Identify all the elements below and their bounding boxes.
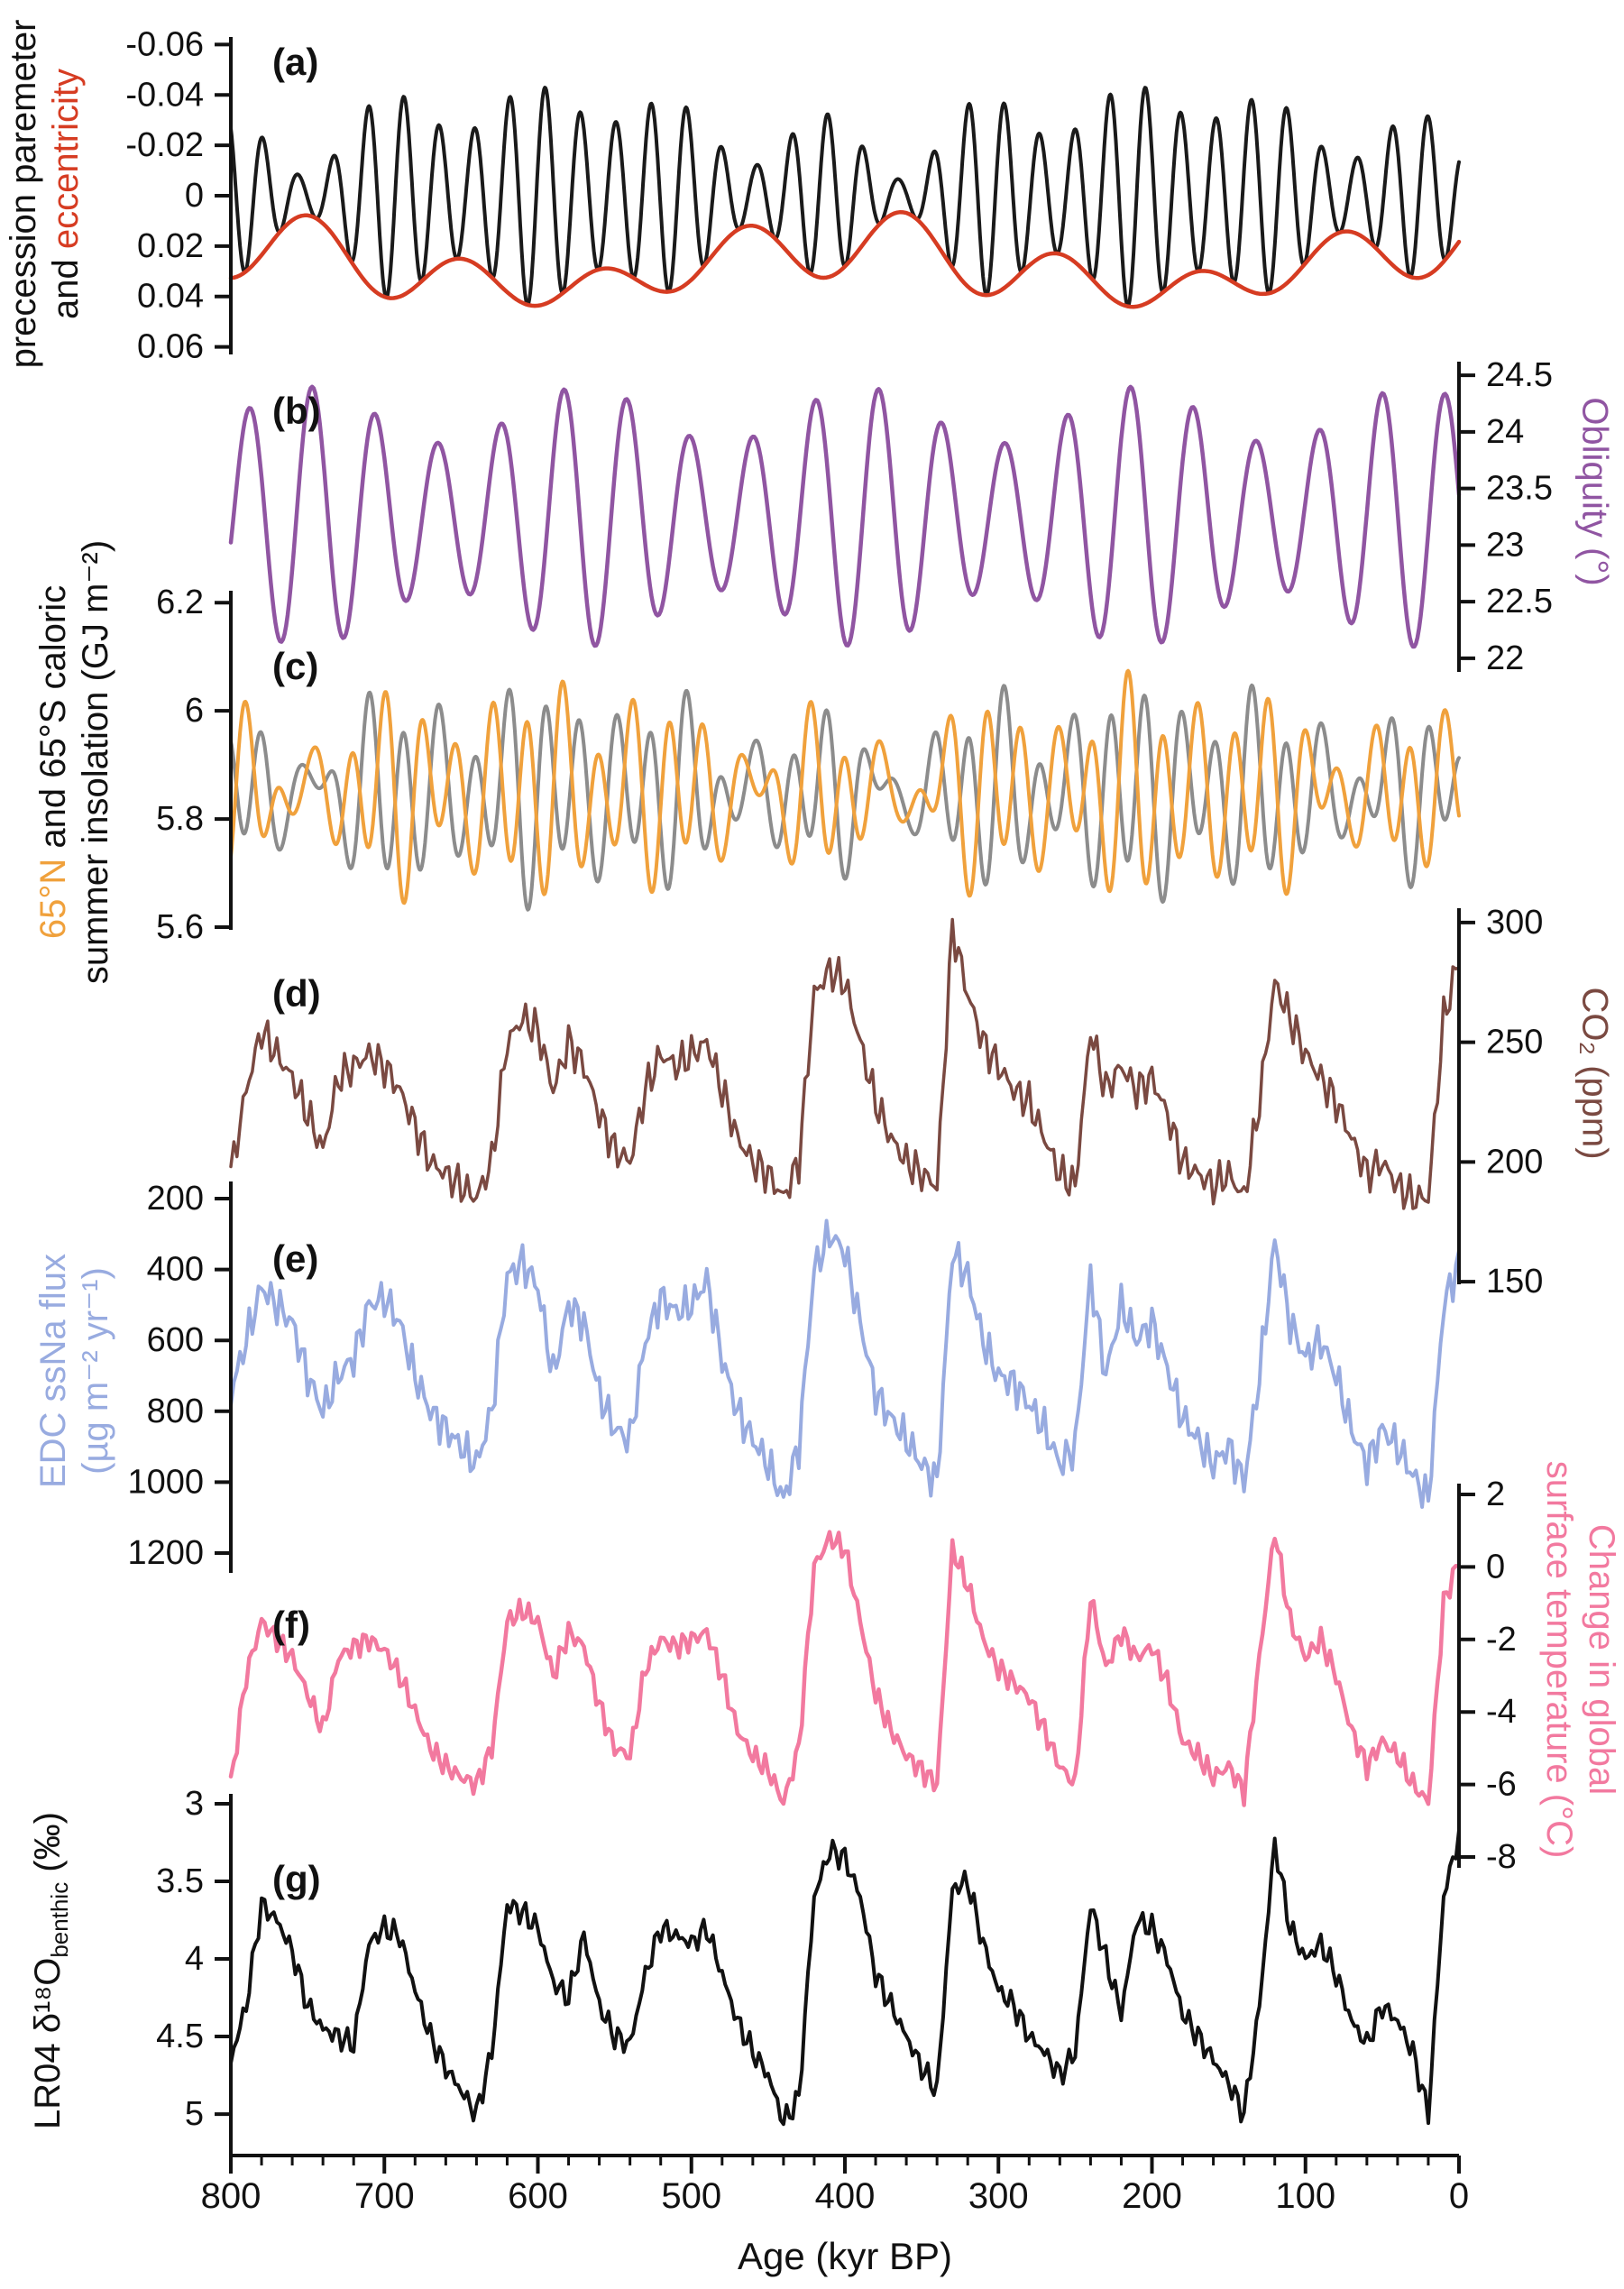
x-axis-tick-label: 600 bbox=[508, 2176, 568, 2216]
axis-label-co2: CO₂ (ppm) bbox=[1574, 987, 1615, 1160]
axis-label-insolation-line2: summer insolation (GJ m⁻²) bbox=[76, 539, 115, 985]
axis-label-65s-text: and 65°S caloric bbox=[32, 584, 73, 859]
panel-d-tick-label: 250 bbox=[1486, 1024, 1543, 1062]
panel-b-tick-label: 23 bbox=[1486, 526, 1524, 564]
x-axis-tick-label: 200 bbox=[1122, 2176, 1182, 2216]
panel-e-tick-label: 1200 bbox=[127, 1534, 204, 1572]
panel-b-tick-label: 24 bbox=[1486, 413, 1524, 451]
axis-label-ssna-line1: EDC ssNa flux bbox=[32, 1253, 73, 1489]
axis-label-temperature-line1: Change in global bbox=[1582, 1523, 1622, 1796]
axis-label-lr04-suffix: (‰) bbox=[28, 1812, 69, 1882]
panel-f-tick-label: -6 bbox=[1486, 1766, 1517, 1804]
panel-b-tick-label: 23.5 bbox=[1486, 470, 1553, 508]
panel-f-tick-label: -8 bbox=[1486, 1838, 1517, 1876]
axis-label-ssna: EDC ssNa flux (µg m⁻² yr⁻¹) bbox=[32, 1254, 117, 1488]
axis-label-temperature: Change in global surface temperature (°C… bbox=[1537, 1461, 1622, 1859]
co2-curve bbox=[229, 917, 1461, 1210]
panel-c-letter: (c) bbox=[272, 645, 319, 687]
axis-label-ssna-line2: (µg m⁻² yr⁻¹) bbox=[76, 1267, 115, 1475]
x-axis-tick-label: 800 bbox=[201, 2176, 261, 2216]
panel-e-tick-label: 200 bbox=[147, 1180, 204, 1218]
axis-label-eccentricity-text: eccentricity bbox=[46, 69, 86, 250]
panel-g-tick-label: 4.5 bbox=[156, 2018, 204, 2055]
x-axis-tick-label: 400 bbox=[815, 2176, 876, 2216]
panel-f-tick-label: 0 bbox=[1486, 1548, 1505, 1586]
panel-d-letter: (d) bbox=[272, 972, 321, 1015]
axis-label-temperature-line2: surface temperature (°C) bbox=[1539, 1460, 1579, 1859]
axis-label-insolation: 65°N and 65°S caloric summer insolation … bbox=[32, 540, 117, 984]
x-axis-tick-label: 300 bbox=[968, 2176, 1029, 2216]
axis-label-lr04-prefix: LR04 δ¹⁸O bbox=[28, 1957, 69, 2129]
panel-e-tick-label: 600 bbox=[147, 1321, 204, 1359]
global-temperature-change-curve bbox=[228, 1530, 1462, 1807]
x-axis-title: Age (kyr BP) bbox=[737, 2235, 953, 2277]
x-axis-tick-label: 700 bbox=[354, 2176, 415, 2216]
panel-a-tick-label: -0.06 bbox=[125, 25, 204, 63]
axis-label-and-text: and bbox=[46, 249, 86, 319]
panel-g-tick-label: 4 bbox=[185, 1940, 204, 1978]
x-axis-tick-label: 0 bbox=[1449, 2176, 1469, 2216]
axis-label-precession-eccentricity: precession paremeter and eccentricity bbox=[3, 20, 87, 369]
panel-f-letter: (f) bbox=[272, 1604, 310, 1646]
lr04-d18o-benthic-curve bbox=[229, 1828, 1461, 2127]
edc-ssna-flux-curve bbox=[229, 1218, 1461, 1509]
x-axis-tick-label: 500 bbox=[661, 2176, 721, 2216]
panel-b-letter: (b) bbox=[272, 390, 321, 432]
axis-label-obliquity: Obliquity (°) bbox=[1574, 397, 1615, 586]
panel-a-letter: (a) bbox=[272, 41, 319, 83]
axis-label-lr04-subscript: benthic bbox=[46, 1881, 74, 1958]
panel-g-tick-label: 5 bbox=[185, 2095, 204, 2133]
panel-f-tick-label: -2 bbox=[1486, 1621, 1517, 1659]
panel-a-tick-label: 0 bbox=[185, 177, 204, 215]
panel-b-tick-label: 24.5 bbox=[1486, 356, 1553, 394]
panel-a-tick-label: -0.02 bbox=[125, 126, 204, 164]
panel-b-tick-label: 22.5 bbox=[1486, 583, 1553, 621]
panel-e-tick-label: 800 bbox=[147, 1393, 204, 1430]
obliquity-curve bbox=[228, 384, 1462, 649]
panel-e-tick-label: 400 bbox=[147, 1251, 204, 1289]
panel-c-tick-label: 5.6 bbox=[156, 908, 204, 946]
panel-a-tick-label: 0.04 bbox=[137, 278, 204, 316]
panel-c-tick-label: 6.2 bbox=[156, 584, 204, 621]
panel-d-tick-label: 200 bbox=[1486, 1143, 1543, 1181]
panel-f-tick-label: -4 bbox=[1486, 1693, 1517, 1731]
panel-c-tick-label: 5.8 bbox=[156, 800, 204, 838]
panel-a-tick-label: 0.06 bbox=[137, 328, 204, 366]
insolation-65N-curve bbox=[229, 668, 1461, 905]
axis-label-65n-text: 65°N bbox=[32, 858, 73, 940]
panel-e-letter: (e) bbox=[272, 1237, 319, 1280]
panel-d-tick-label: 150 bbox=[1486, 1263, 1543, 1301]
axis-label-precession-line1: precession paremeter bbox=[3, 19, 43, 369]
panel-g-tick-label: 3.5 bbox=[156, 1862, 204, 1900]
panel-a-tick-label: 0.02 bbox=[137, 227, 204, 265]
panel-g-tick-label: 3 bbox=[185, 1785, 204, 1823]
axis-label-insolation-line1: 65°N and 65°S caloric bbox=[32, 540, 75, 984]
x-axis-tick-label: 100 bbox=[1275, 2176, 1335, 2216]
panel-b-tick-label: 22 bbox=[1486, 639, 1524, 677]
panel-g-letter: (g) bbox=[272, 1858, 321, 1900]
panel-a-tick-label: -0.04 bbox=[125, 76, 204, 114]
axis-label-lr04: LR04 δ¹⁸Obenthic (‰) bbox=[27, 1812, 74, 2129]
panel-c-tick-label: 6 bbox=[185, 692, 204, 730]
panel-d-tick-label: 300 bbox=[1486, 904, 1543, 942]
insolation-65S-curve bbox=[229, 683, 1461, 912]
precession-parameter-curve bbox=[229, 86, 1461, 308]
eccentricity-curve bbox=[228, 209, 1462, 309]
axis-label-precession-line2: and eccentricity bbox=[45, 20, 87, 369]
panel-f-tick-label: 2 bbox=[1486, 1475, 1505, 1513]
panel-e-tick-label: 1000 bbox=[127, 1463, 204, 1501]
